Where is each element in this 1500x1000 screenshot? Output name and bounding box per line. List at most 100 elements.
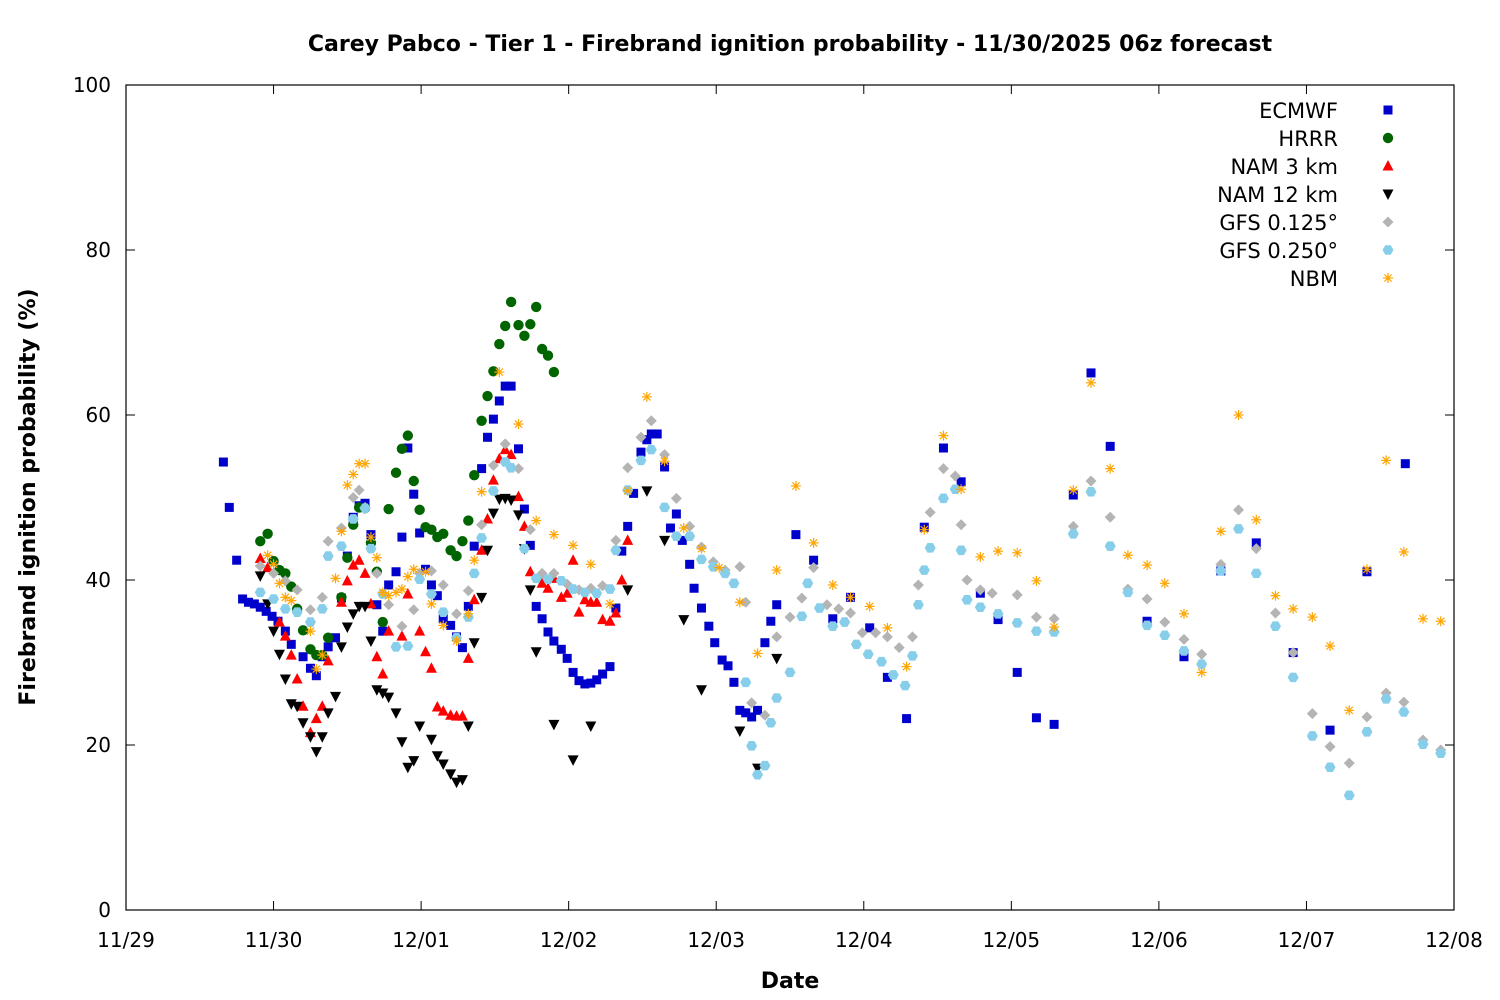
data-point bbox=[305, 626, 316, 637]
data-point bbox=[310, 747, 322, 758]
y-tick-label: 40 bbox=[86, 568, 111, 592]
data-point bbox=[1122, 550, 1133, 561]
data-point bbox=[671, 509, 681, 519]
data-point bbox=[285, 649, 297, 660]
data-point bbox=[1215, 526, 1226, 537]
data-point bbox=[912, 579, 924, 591]
data-point bbox=[254, 587, 266, 598]
data-point bbox=[451, 608, 463, 620]
data-point bbox=[371, 567, 383, 579]
data-point bbox=[536, 577, 548, 588]
data-point bbox=[912, 599, 924, 610]
data-point bbox=[1307, 612, 1318, 623]
data-point bbox=[610, 607, 622, 618]
data-point bbox=[975, 551, 986, 562]
data-point bbox=[961, 574, 973, 586]
data-point bbox=[437, 607, 449, 617]
data-point bbox=[882, 622, 893, 633]
data-point bbox=[567, 584, 579, 594]
data-point bbox=[591, 588, 603, 598]
data-point bbox=[396, 737, 408, 748]
data-point bbox=[408, 564, 419, 575]
data-point bbox=[906, 631, 918, 643]
data-point bbox=[347, 609, 359, 620]
data-point bbox=[591, 596, 603, 607]
data-point bbox=[487, 486, 499, 496]
data-point bbox=[353, 484, 365, 496]
data-point bbox=[865, 623, 875, 633]
data-point bbox=[524, 565, 536, 577]
data-point bbox=[425, 662, 437, 673]
data-point bbox=[342, 480, 353, 491]
data-point bbox=[1196, 667, 1207, 678]
data-point bbox=[906, 651, 918, 661]
data-point bbox=[623, 521, 633, 531]
data-point bbox=[255, 536, 266, 547]
data-point bbox=[505, 296, 517, 308]
data-point bbox=[568, 540, 579, 551]
data-point bbox=[1086, 368, 1096, 378]
data-point bbox=[531, 601, 541, 611]
data-point bbox=[390, 467, 402, 478]
data-point bbox=[1031, 713, 1041, 723]
data-point bbox=[827, 621, 839, 631]
data-point bbox=[390, 708, 402, 719]
data-point bbox=[610, 534, 622, 546]
data-point bbox=[304, 732, 316, 743]
data-point bbox=[1031, 575, 1042, 586]
data-point bbox=[512, 510, 524, 521]
data-point bbox=[273, 649, 285, 661]
data-point bbox=[684, 520, 696, 532]
data-point bbox=[477, 464, 487, 474]
data-point bbox=[1049, 719, 1059, 729]
data-point bbox=[1215, 566, 1227, 576]
data-point bbox=[531, 301, 542, 313]
data-point bbox=[463, 515, 474, 526]
data-point bbox=[341, 574, 353, 586]
data-point bbox=[746, 741, 758, 751]
data-point bbox=[409, 489, 419, 499]
data-point bbox=[456, 710, 468, 721]
data-point bbox=[548, 719, 560, 731]
data-point bbox=[902, 714, 912, 724]
data-point bbox=[1196, 659, 1208, 669]
data-point bbox=[426, 524, 437, 535]
data-point bbox=[605, 662, 615, 672]
data-point bbox=[746, 697, 758, 709]
data-point bbox=[808, 562, 820, 574]
data-point bbox=[555, 576, 567, 586]
data-point bbox=[518, 543, 530, 554]
data-point bbox=[377, 688, 389, 700]
data-point bbox=[482, 390, 493, 402]
data-point bbox=[771, 565, 782, 576]
data-point bbox=[1306, 708, 1318, 720]
data-point bbox=[714, 562, 725, 573]
data-point bbox=[893, 642, 905, 654]
data-point bbox=[641, 391, 652, 402]
x-tick-label: 12/03 bbox=[687, 928, 745, 952]
data-point bbox=[808, 537, 819, 548]
data-point bbox=[684, 531, 696, 542]
x-tick-label: 11/30 bbox=[245, 928, 303, 952]
series-gfs-0-250- bbox=[254, 444, 1447, 801]
data-point bbox=[268, 559, 279, 570]
legend-marker bbox=[1382, 189, 1394, 200]
data-point bbox=[291, 607, 303, 617]
series-nam-12-km bbox=[254, 486, 783, 789]
data-point bbox=[741, 708, 751, 718]
data-point bbox=[862, 649, 874, 660]
data-point bbox=[331, 633, 341, 643]
legend-marker bbox=[1383, 105, 1393, 115]
data-point bbox=[796, 592, 808, 604]
legend-marker bbox=[1382, 245, 1394, 255]
data-point bbox=[267, 611, 277, 621]
data-point bbox=[262, 550, 273, 561]
data-point bbox=[1417, 739, 1429, 749]
data-point bbox=[901, 661, 912, 672]
data-point bbox=[482, 512, 494, 524]
data-point bbox=[734, 561, 746, 573]
data-point bbox=[856, 627, 868, 639]
series-ecmwf bbox=[218, 368, 1410, 735]
data-point bbox=[297, 718, 309, 729]
